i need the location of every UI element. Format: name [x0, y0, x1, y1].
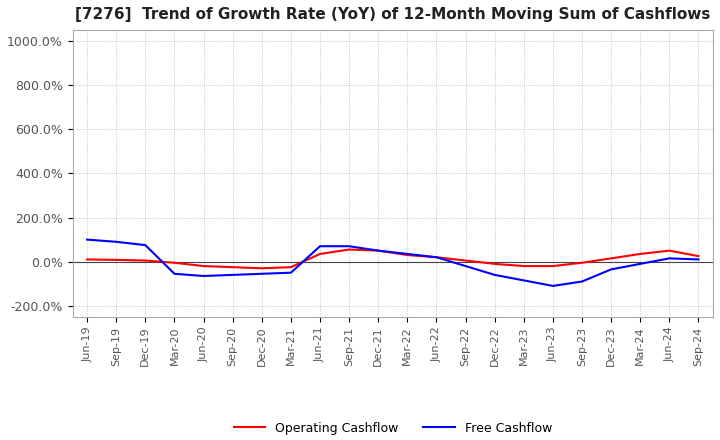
Free Cashflow [170, 271, 179, 276]
Operating Cashflow [287, 264, 295, 270]
Free Cashflow [403, 251, 412, 257]
Line: Free Cashflow: Free Cashflow [87, 240, 698, 286]
Operating Cashflow [199, 264, 208, 269]
Free Cashflow [636, 261, 644, 267]
Operating Cashflow [665, 248, 674, 253]
Free Cashflow [141, 242, 150, 248]
Free Cashflow [374, 248, 382, 253]
Operating Cashflow [258, 266, 266, 271]
Free Cashflow [258, 271, 266, 276]
Free Cashflow [549, 283, 557, 289]
Operating Cashflow [520, 264, 528, 269]
Title: [7276]  Trend of Growth Rate (YoY) of 12-Month Moving Sum of Cashflows: [7276] Trend of Growth Rate (YoY) of 12-… [75, 7, 711, 22]
Free Cashflow [315, 244, 324, 249]
Operating Cashflow [345, 247, 354, 252]
Operating Cashflow [112, 257, 120, 263]
Free Cashflow [490, 272, 499, 278]
Operating Cashflow [315, 251, 324, 257]
Free Cashflow [665, 256, 674, 261]
Operating Cashflow [83, 257, 91, 262]
Free Cashflow [694, 257, 703, 262]
Free Cashflow [577, 279, 586, 284]
Operating Cashflow [228, 264, 237, 270]
Operating Cashflow [462, 258, 470, 263]
Operating Cashflow [432, 255, 441, 260]
Free Cashflow [199, 273, 208, 279]
Line: Operating Cashflow: Operating Cashflow [87, 249, 698, 268]
Free Cashflow [432, 255, 441, 260]
Operating Cashflow [490, 261, 499, 267]
Operating Cashflow [549, 264, 557, 269]
Free Cashflow [345, 244, 354, 249]
Operating Cashflow [577, 260, 586, 265]
Legend: Operating Cashflow, Free Cashflow: Operating Cashflow, Free Cashflow [229, 417, 557, 440]
Free Cashflow [112, 239, 120, 245]
Free Cashflow [520, 278, 528, 283]
Operating Cashflow [694, 253, 703, 259]
Free Cashflow [287, 270, 295, 275]
Operating Cashflow [636, 251, 644, 257]
Free Cashflow [607, 267, 616, 272]
Free Cashflow [228, 272, 237, 278]
Free Cashflow [462, 264, 470, 269]
Operating Cashflow [141, 258, 150, 263]
Operating Cashflow [170, 260, 179, 265]
Operating Cashflow [374, 248, 382, 253]
Operating Cashflow [607, 256, 616, 261]
Operating Cashflow [403, 253, 412, 258]
Free Cashflow [83, 237, 91, 242]
